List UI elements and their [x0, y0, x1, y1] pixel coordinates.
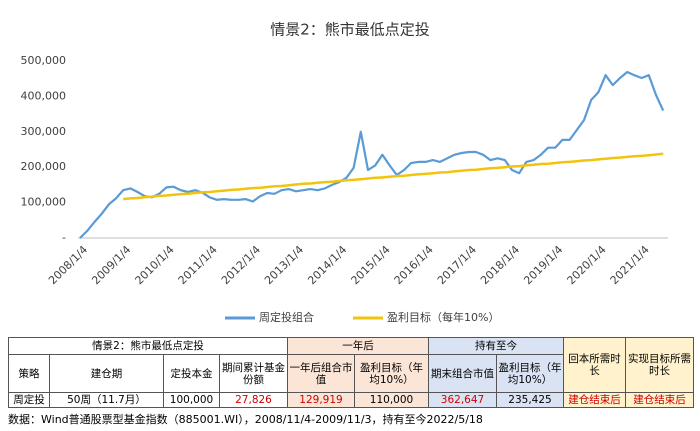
- x-tick-label: 2008/1/4: [46, 243, 90, 287]
- cell: 50周（11.7月）: [49, 392, 164, 408]
- cell: 周定投: [8, 392, 50, 408]
- chart: 情景2：熊市最低点定投 - 100,000 200,000 300,000 400,00…: [21, 21, 668, 324]
- cell: 27,826: [219, 392, 288, 408]
- y-tick-label: 300,000: [21, 125, 67, 138]
- y-tick-label: 200,000: [21, 160, 67, 173]
- header-cell: 策略: [8, 354, 50, 393]
- cell: 235,425: [496, 392, 564, 408]
- header-cell: 回本所需时长: [563, 337, 626, 393]
- cell: 100,000: [163, 392, 220, 408]
- header-cell: 盈利目标（年均10%）: [354, 354, 429, 393]
- x-tick-label: 2010/1/4: [133, 243, 177, 287]
- header-cell: 定投本金: [163, 354, 220, 393]
- x-tick-label: 2019/1/4: [521, 243, 565, 287]
- x-tick-label: 2014/1/4: [305, 243, 349, 287]
- header-cell: 建仓期: [49, 354, 164, 393]
- group-header: 一年后: [287, 337, 429, 355]
- header-cell: 一年后组合市值: [287, 354, 355, 393]
- summary-table: 情景2：熊市最低点定投 一年后 持有至今 回本所需时长 实现目标所需时长 策略 …: [8, 337, 694, 408]
- x-tick-label: 2011/1/4: [176, 243, 220, 287]
- chart-title: 情景2：熊市最低点定投: [270, 21, 430, 39]
- series-line: [123, 152, 664, 201]
- x-tick-label: 2012/1/4: [219, 243, 263, 287]
- series-line: [79, 70, 665, 239]
- y-tick-label: -: [62, 231, 66, 244]
- legend-label: 周定投组合: [259, 310, 314, 324]
- header-cell: 期末组合市值: [428, 354, 497, 393]
- header-cell: 盈利目标（年均10%）: [496, 354, 564, 393]
- source-note: 数据：Wind普通股票型基金指数（885001.WI），2008/11/4-20…: [8, 413, 483, 426]
- x-tick-label: 2017/1/4: [435, 243, 479, 287]
- cell: 建仓结束后: [563, 392, 626, 408]
- group-header: 持有至今: [428, 337, 564, 355]
- cell: 110,000: [354, 392, 429, 408]
- cell: 362,647: [428, 392, 497, 408]
- y-tick-label: 400,000: [21, 89, 67, 102]
- cell: 建仓结束后: [625, 392, 694, 408]
- table-scenario: 情景2：熊市最低点定投: [8, 337, 288, 355]
- header-cell: 实现目标所需时长: [625, 337, 694, 393]
- legend-label: 盈利目标（每年10%）: [387, 310, 499, 324]
- x-tick-label: 2018/1/4: [478, 243, 522, 287]
- header-cell: 期间累计基金份额: [219, 354, 288, 393]
- cell: 129,919: [287, 392, 355, 408]
- x-tick-label: 2009/1/4: [89, 243, 133, 287]
- x-tick-label: 2013/1/4: [262, 243, 306, 287]
- x-tick-label: 2020/1/4: [565, 243, 609, 287]
- x-tick-label: 2016/1/4: [392, 243, 436, 287]
- x-tick-label: 2015/1/4: [349, 243, 393, 287]
- y-tick-label: 500,000: [21, 54, 67, 67]
- y-tick-label: 100,000: [21, 196, 67, 209]
- x-tick-label: 2021/1/4: [608, 243, 652, 287]
